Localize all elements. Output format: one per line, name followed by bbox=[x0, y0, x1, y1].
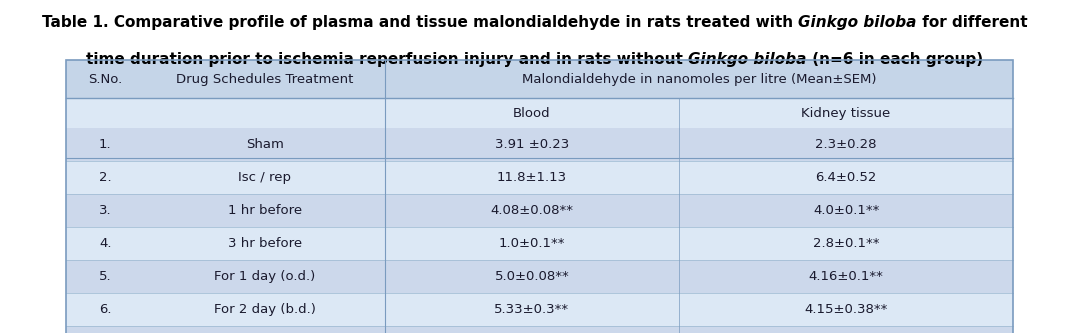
Text: 5.33±0.3**: 5.33±0.3** bbox=[494, 303, 570, 316]
Text: Drug Schedules Treatment: Drug Schedules Treatment bbox=[176, 73, 353, 86]
Text: Ginkgo biloba: Ginkgo biloba bbox=[688, 52, 807, 67]
Bar bbox=[66, 128, 1013, 161]
Text: 6.: 6. bbox=[99, 303, 111, 316]
Text: 3 hr before: 3 hr before bbox=[228, 237, 301, 250]
Text: 5.0±0.08**: 5.0±0.08** bbox=[495, 270, 569, 283]
Bar bbox=[66, 326, 1013, 333]
Text: Blood: Blood bbox=[513, 107, 551, 120]
Bar bbox=[66, 128, 1013, 158]
Text: 2.3±0.28: 2.3±0.28 bbox=[816, 138, 877, 151]
Text: S.No.: S.No. bbox=[88, 73, 123, 86]
Text: 3.: 3. bbox=[99, 204, 111, 217]
Bar bbox=[66, 260, 1013, 293]
Text: For 2 day (b.d.): For 2 day (b.d.) bbox=[214, 303, 315, 316]
Text: 4.0±0.1**: 4.0±0.1** bbox=[812, 204, 880, 217]
Text: 2.: 2. bbox=[99, 171, 111, 184]
Text: 11.8±1.13: 11.8±1.13 bbox=[497, 171, 567, 184]
Bar bbox=[66, 293, 1013, 326]
Bar bbox=[66, 60, 1013, 333]
Bar bbox=[66, 60, 1013, 333]
Text: 4.15±0.38**: 4.15±0.38** bbox=[805, 303, 887, 316]
Bar bbox=[66, 227, 1013, 260]
Text: 6.4±0.52: 6.4±0.52 bbox=[816, 171, 877, 184]
Text: 4.16±0.1**: 4.16±0.1** bbox=[808, 270, 884, 283]
Bar bbox=[66, 60, 1013, 98]
Text: for different: for different bbox=[916, 15, 1027, 30]
Text: Kidney tissue: Kidney tissue bbox=[802, 107, 890, 120]
Text: 4.08±0.08**: 4.08±0.08** bbox=[491, 204, 573, 217]
Text: For 1 day (o.d.): For 1 day (o.d.) bbox=[214, 270, 315, 283]
Bar bbox=[66, 194, 1013, 227]
Text: Sham: Sham bbox=[246, 138, 283, 151]
Text: 2.8±0.1**: 2.8±0.1** bbox=[812, 237, 880, 250]
Text: 1 hr before: 1 hr before bbox=[228, 204, 301, 217]
Text: 1.: 1. bbox=[99, 138, 111, 151]
Text: 1.0±0.1**: 1.0±0.1** bbox=[498, 237, 566, 250]
Text: time duration prior to ischemia reperfusion injury and in rats without: time duration prior to ischemia reperfus… bbox=[87, 52, 688, 67]
Text: 5.: 5. bbox=[99, 270, 111, 283]
Text: 4.: 4. bbox=[99, 237, 111, 250]
Text: Malondialdehyde in nanomoles per litre (Mean±SEM): Malondialdehyde in nanomoles per litre (… bbox=[522, 73, 877, 86]
Text: Isc / rep: Isc / rep bbox=[238, 171, 291, 184]
Text: (n=6 in each group): (n=6 in each group) bbox=[807, 52, 982, 67]
Text: Table 1. Comparative profile of plasma and tissue malondialdehyde in rats treate: Table 1. Comparative profile of plasma a… bbox=[42, 15, 799, 30]
Bar bbox=[66, 161, 1013, 194]
Text: Ginkgo biloba: Ginkgo biloba bbox=[799, 15, 916, 30]
Text: 3.91 ±0.23: 3.91 ±0.23 bbox=[495, 138, 569, 151]
